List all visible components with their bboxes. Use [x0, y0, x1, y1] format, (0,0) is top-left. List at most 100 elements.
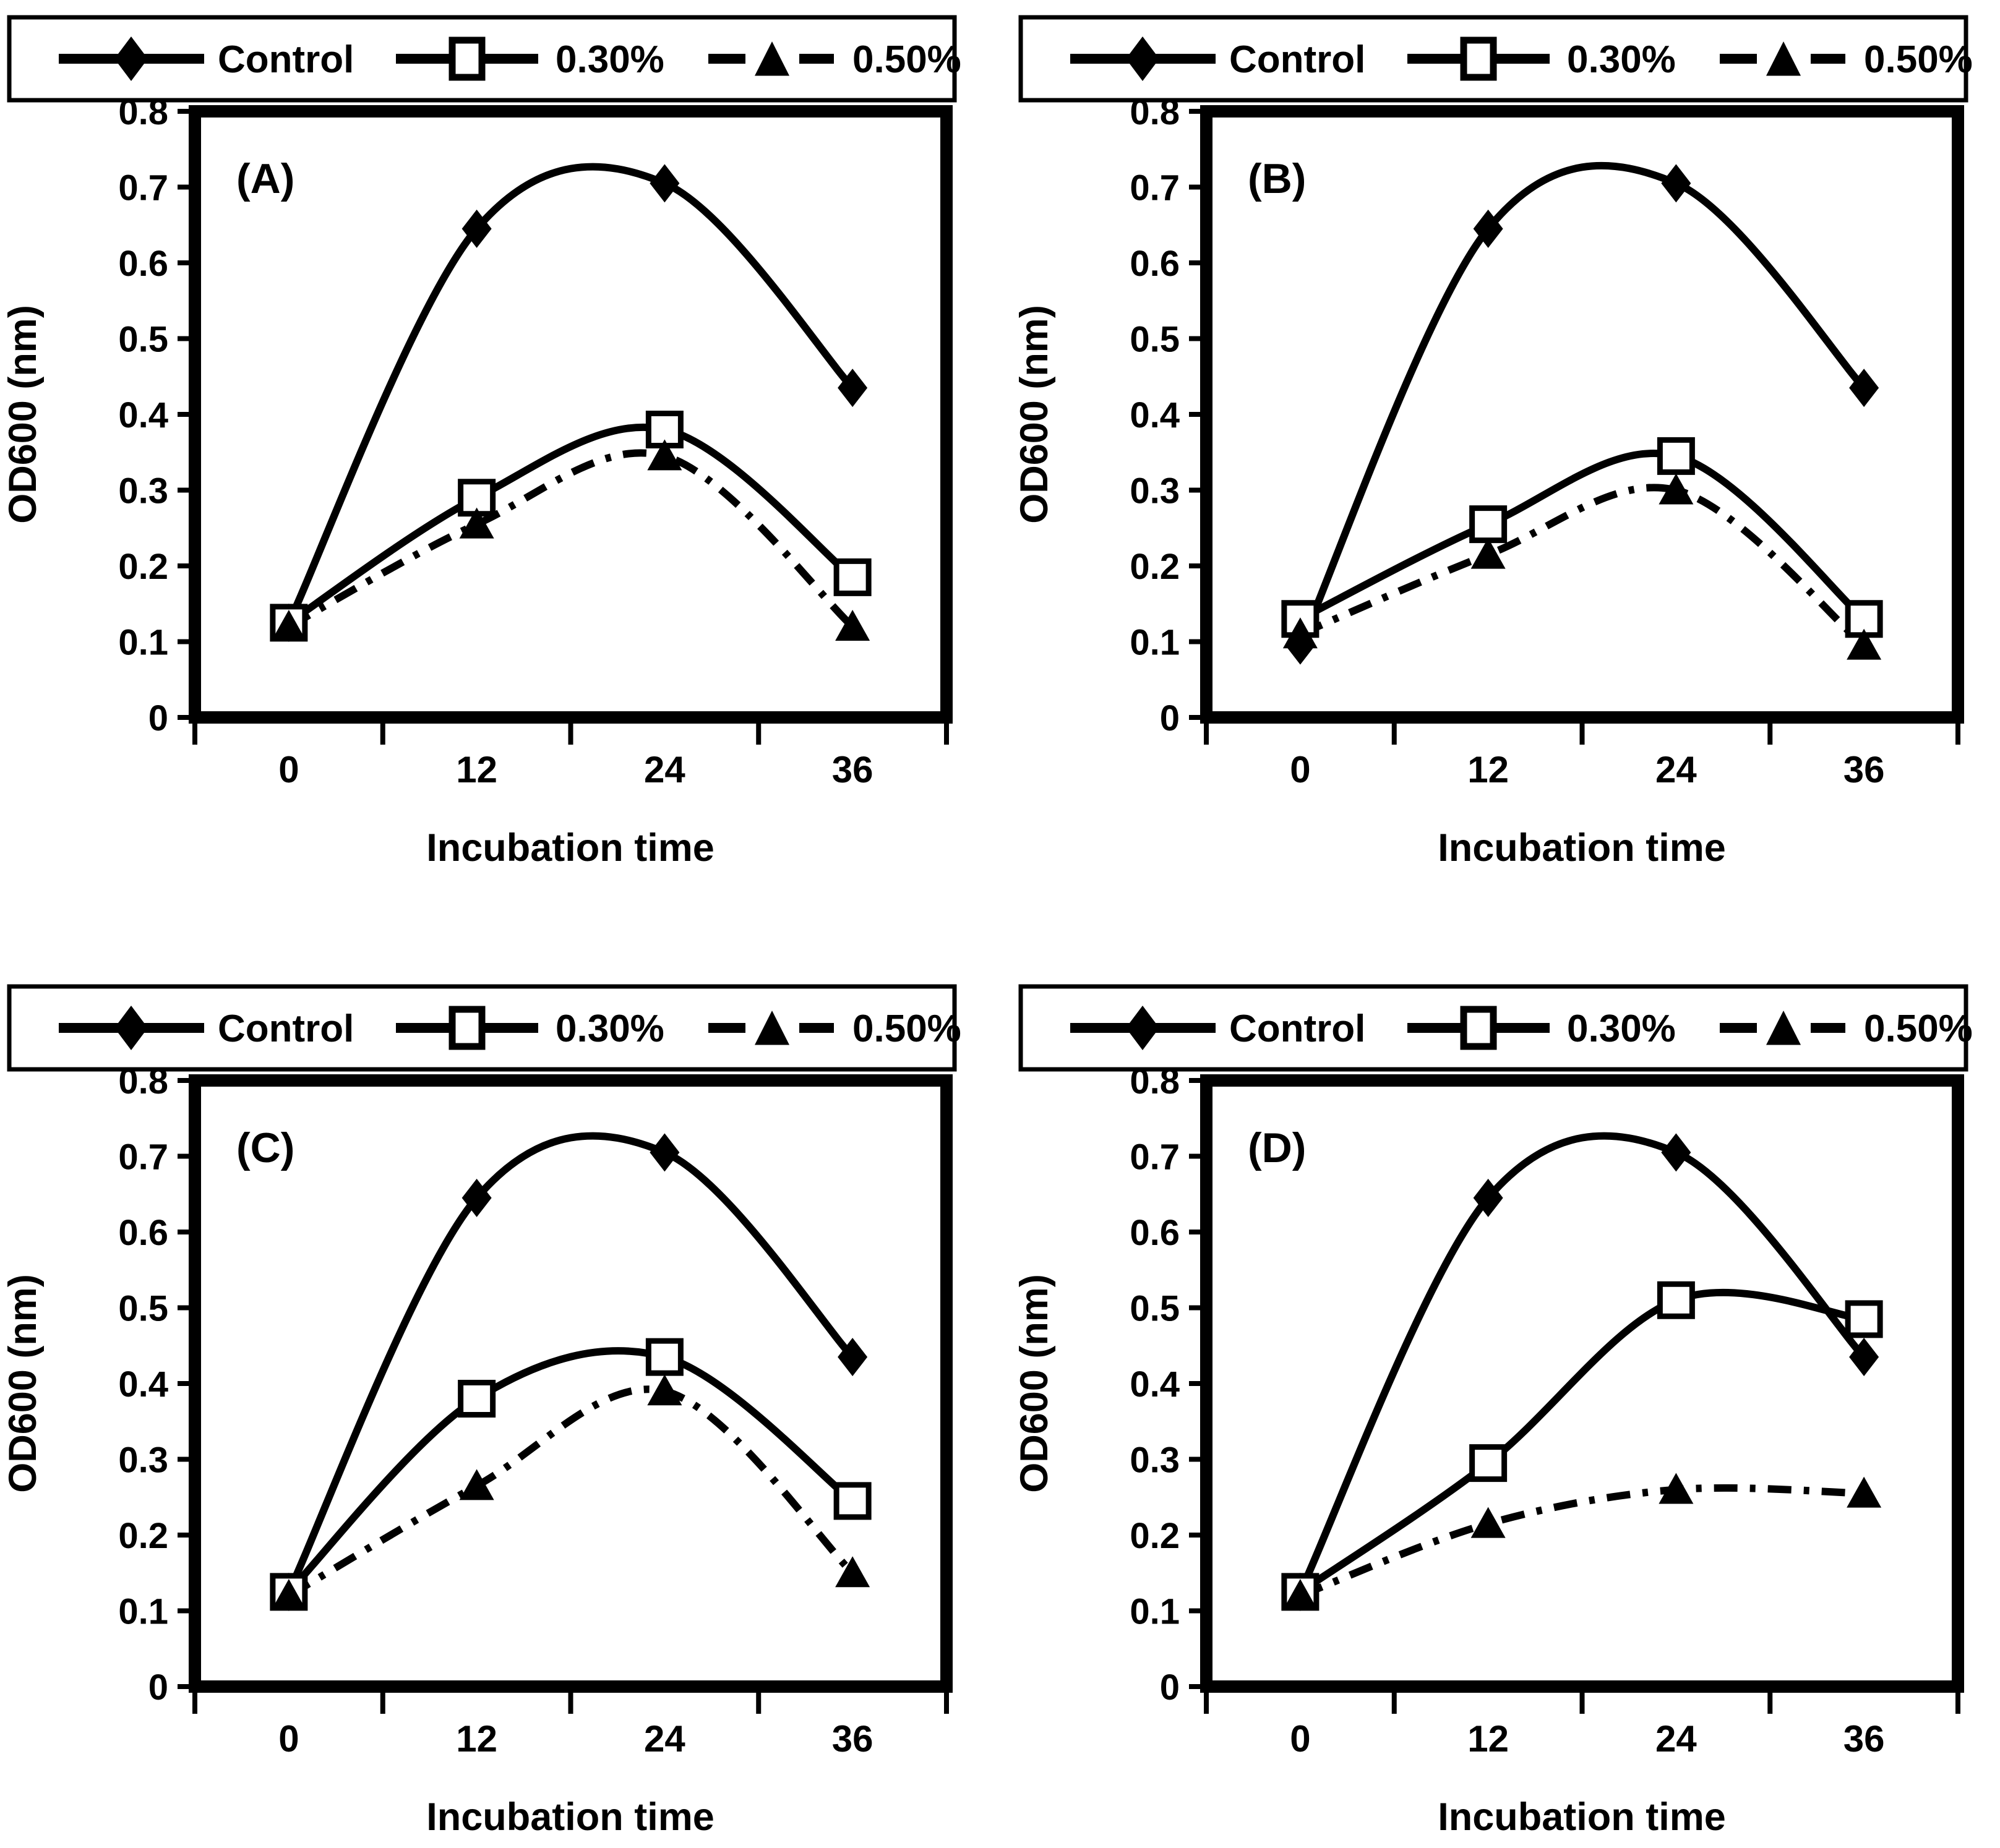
filled-triangle-icon — [1766, 1011, 1801, 1045]
legend-label-control: Control — [1229, 38, 1365, 81]
series-line-control — [1297, 161, 1867, 648]
y-tick-label: 0.7 — [1130, 168, 1180, 208]
series-markers — [270, 1133, 872, 1611]
series-line-030 — [286, 1347, 855, 1595]
x-tick-label: 12 — [1467, 1718, 1509, 1760]
y-tick-label: 0.2 — [118, 1516, 168, 1556]
filled-diamond-icon — [461, 209, 492, 248]
open-square-icon — [833, 1482, 872, 1520]
legend-item-050: 0.50% — [1720, 38, 1973, 81]
y-tick-label: 0.8 — [118, 92, 168, 132]
y-tick-label: 0.5 — [1130, 1289, 1180, 1329]
filled-triangle-icon — [459, 507, 494, 539]
filled-triangle-icon — [1847, 1476, 1882, 1508]
series-line-030 — [1298, 450, 1867, 623]
filled-diamond-icon — [838, 1338, 868, 1377]
filled-diamond-icon — [1849, 1338, 1879, 1377]
y-tick-label: 0 — [1160, 1667, 1180, 1708]
filled-triangle-icon — [271, 1579, 306, 1610]
series-markers — [270, 164, 872, 642]
y-tick-label: 0.8 — [118, 1061, 168, 1102]
y-tick-label: 0.1 — [1130, 1592, 1180, 1632]
legend-label-050: 0.50% — [1864, 38, 1973, 81]
x-axis-title: Incubation time — [1438, 1795, 1726, 1839]
series-lines — [285, 1132, 856, 1599]
legend-item-050: 0.50% — [1720, 1007, 1973, 1050]
series-line-030 — [1298, 1288, 1865, 1595]
y-tick-label: 0.2 — [1130, 1516, 1180, 1556]
y-axis-title: OD600 (nm) — [1, 305, 45, 524]
x-tick-label: 12 — [1467, 749, 1509, 790]
series-lines — [285, 163, 856, 630]
legend-item-control: Control — [59, 1006, 354, 1050]
open-square-icon — [833, 558, 872, 596]
open-square-icon — [1845, 1300, 1883, 1338]
legend-label-030: 0.30% — [556, 38, 664, 81]
y-tick-label: 0.4 — [1130, 1364, 1180, 1405]
panel-background — [1011, 969, 2000, 1845]
open-square-icon — [1469, 1444, 1508, 1482]
series-line-030 — [286, 423, 855, 626]
panel-b-chart: Control 0.30% 0.50%00.10.20.30.40.50.60.70… — [1011, 0, 2000, 876]
open-square-icon — [1657, 1281, 1695, 1319]
y-tick-label: 0.4 — [118, 1364, 168, 1405]
x-tick-label: 24 — [1655, 749, 1697, 790]
filled-diamond-icon — [114, 1006, 148, 1050]
filled-triangle-icon — [1470, 537, 1506, 569]
filled-diamond-icon — [1126, 1006, 1159, 1050]
x-axis-title: Incubation time — [1438, 826, 1726, 870]
panel-a-chart: Control 0.30% 0.50%00.10.20.30.40.50.60.70… — [0, 0, 989, 876]
series-line-control — [1297, 1132, 1867, 1594]
legend-item-030: 0.30% — [396, 1006, 664, 1050]
filled-diamond-icon — [1473, 209, 1503, 248]
filled-triangle-icon — [1659, 1473, 1694, 1504]
legend-label-030: 0.30% — [1567, 1007, 1676, 1050]
x-tick-label: 36 — [832, 1718, 873, 1760]
y-axis-title: OD600 (nm) — [1013, 1274, 1056, 1493]
x-tick-label: 0 — [278, 749, 299, 790]
x-tick-label: 12 — [456, 1718, 497, 1760]
filled-diamond-icon — [1126, 36, 1159, 81]
open-square-icon — [1460, 36, 1497, 81]
filled-triangle-icon — [1847, 628, 1882, 660]
axes: 0 0.1 0.2 0.3 0.4 0.5 0.6 0.7 0.8 0 12 24 36 Incubati… — [1, 1061, 953, 1839]
filled-triangle-icon — [459, 1469, 494, 1500]
filled-triangle-icon — [755, 41, 789, 76]
y-tick-label: 0.3 — [118, 471, 168, 511]
series-line-050 — [1298, 484, 1866, 649]
x-tick-label: 0 — [1290, 1718, 1310, 1760]
filled-diamond-icon — [650, 164, 680, 203]
y-tick-label: 0.5 — [118, 320, 168, 360]
panel-letter: (A) — [236, 155, 294, 202]
open-square-icon — [1657, 437, 1695, 475]
x-tick-label: 0 — [1290, 749, 1310, 790]
filled-triangle-icon — [647, 1374, 682, 1406]
series-lines — [1297, 1132, 1867, 1599]
y-tick-label: 0.1 — [1130, 623, 1180, 663]
filled-triangle-icon — [271, 610, 306, 641]
x-tick-label: 24 — [644, 1718, 685, 1760]
legend: Control 0.30% 0.50% — [1018, 15, 1973, 103]
legend-item-030: 0.30% — [396, 36, 664, 81]
axes: 0 0.1 0.2 0.3 0.4 0.5 0.6 0.7 0.8 0 12 24 36 Incubati… — [1013, 1061, 1964, 1839]
x-tick-label: 24 — [1655, 1718, 1697, 1760]
panel-background — [1011, 0, 2000, 876]
filled-diamond-icon — [1661, 1133, 1691, 1172]
filled-diamond-icon — [1849, 369, 1879, 408]
axes: 0 0.1 0.2 0.3 0.4 0.5 0.6 0.7 0.8 0 12 24 36 Incubati… — [1, 92, 953, 870]
y-tick-label: 0.6 — [118, 244, 168, 284]
y-tick-label: 0.7 — [118, 1137, 168, 1178]
y-tick-label: 0.6 — [1130, 244, 1180, 284]
legend: Control 0.30% 0.50% — [7, 984, 961, 1072]
filled-diamond-icon — [650, 1133, 680, 1172]
legend-label-050: 0.50% — [852, 1007, 961, 1050]
y-tick-label: 0.7 — [1130, 1137, 1180, 1178]
filled-diamond-icon — [838, 369, 868, 408]
filled-diamond-icon — [461, 1178, 492, 1217]
legend-label-030: 0.30% — [1567, 38, 1676, 81]
open-square-icon — [1469, 505, 1508, 544]
legend-item-050: 0.50% — [708, 38, 961, 81]
filled-triangle-icon — [755, 1011, 789, 1045]
legend-label-control: Control — [1229, 1007, 1365, 1050]
series-line-control — [285, 1132, 856, 1594]
